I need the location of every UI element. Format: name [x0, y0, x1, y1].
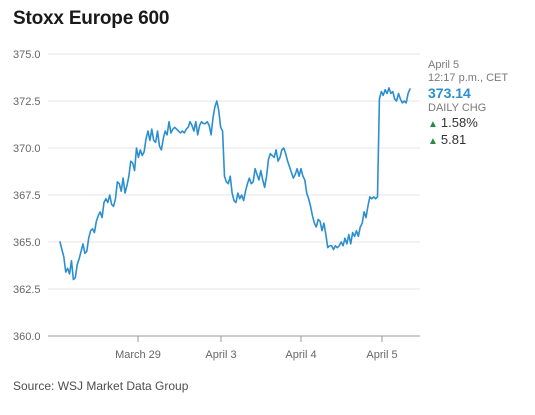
x-tick-label: April 3 — [205, 349, 236, 361]
up-triangle-icon: ▲ — [428, 119, 438, 130]
chart-title: Stoxx Europe 600 — [13, 8, 170, 29]
y-tick-label: 362.5 — [13, 284, 41, 296]
source-note: Source: WSJ Market Data Group — [13, 379, 189, 393]
y-tick-label: 367.5 — [13, 190, 41, 202]
price-info-panel: April 5 12:17 p.m., CET 373.14 DAILY CHG… — [428, 59, 508, 149]
change-absolute: 5.81 — [440, 132, 467, 147]
info-price: 373.14 — [428, 85, 471, 101]
y-tick-label: 360.0 — [13, 331, 41, 343]
change-absolute-row: ▲ 5.81 — [428, 132, 508, 149]
change-percent: 1.58% — [440, 115, 478, 130]
change-percent-row: ▲ 1.58% — [428, 115, 508, 132]
y-tick-label: 370.0 — [13, 143, 41, 155]
daily-change-label: DAILY CHG — [428, 102, 487, 114]
y-tick-label: 365.0 — [13, 237, 41, 249]
x-tick-label: March 29 — [115, 349, 161, 361]
series-line — [59, 87, 411, 281]
grid-layer — [48, 53, 420, 290]
y-tick-label: 375.0 — [13, 49, 41, 61]
up-triangle-icon: ▲ — [428, 136, 438, 147]
x-tick-label: April 4 — [285, 349, 316, 361]
info-date: April 5 — [428, 59, 460, 71]
series-layer — [59, 87, 411, 281]
info-time: 12:17 p.m., CET — [428, 72, 509, 84]
x-axis: March 29 April 3 April 4 April 5 — [48, 335, 420, 361]
y-tick-label: 372.5 — [13, 96, 41, 108]
y-axis-ticks: 375.0 372.5 370.0 367.5 365.0 362.5 360.0 — [13, 49, 41, 343]
x-tick-label: April 5 — [366, 349, 397, 361]
